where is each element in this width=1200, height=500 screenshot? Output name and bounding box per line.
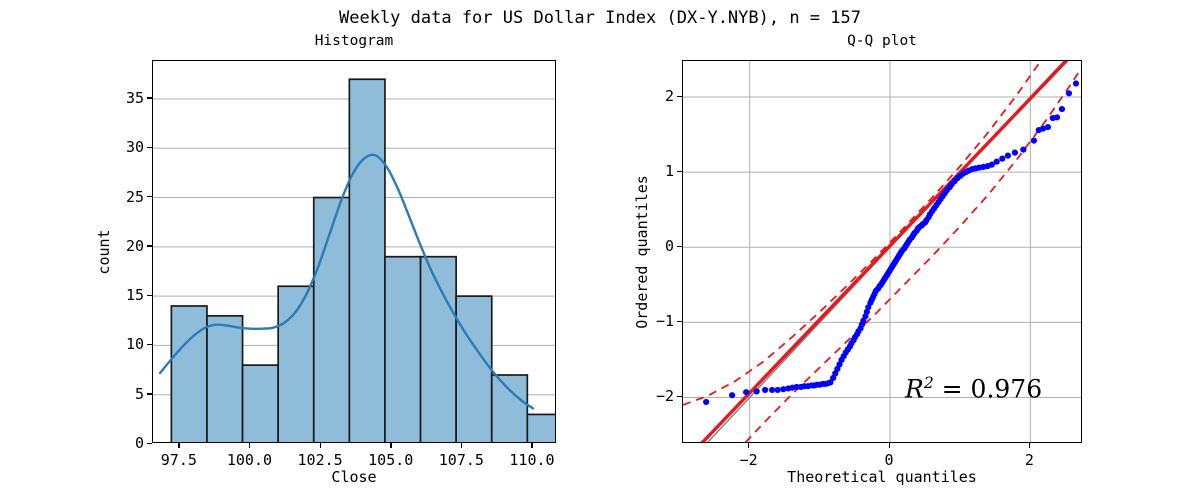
histogram-y-tick-label: 15 — [125, 286, 144, 305]
qq-x-tick-label: −2 — [739, 451, 758, 469]
qq-x-tick-mark — [1028, 443, 1031, 448]
histogram-y-tick-label: 10 — [125, 335, 144, 354]
qq-data-point — [774, 386, 781, 394]
qq-data-point — [729, 392, 736, 399]
histogram-y-tick-label: 0 — [134, 434, 144, 452]
histogram-bar — [170, 305, 208, 442]
qq-data-point — [1044, 123, 1052, 131]
r-symbol: R — [905, 374, 924, 404]
histogram-x-axis-label: Close — [331, 468, 377, 486]
qq-plot-title: Q-Q plot — [847, 33, 917, 49]
histogram-x-tick-mark — [248, 443, 251, 448]
qq-data-point — [1030, 137, 1037, 144]
histogram-y-tick-mark — [147, 245, 152, 247]
r-squared-value: = 0.976 — [933, 374, 1043, 404]
histogram-bar — [348, 78, 386, 442]
histogram-y-tick-mark — [147, 343, 152, 346]
qq-y-axis-label: Ordered quantiles — [633, 174, 651, 329]
histogram-y-tick-label: 25 — [125, 187, 144, 206]
histogram-x-tick-label: 107.5 — [438, 451, 484, 469]
histogram-x-tick-label: 102.5 — [297, 451, 343, 469]
qq-data-point — [753, 388, 760, 395]
qq-y-tick-label: 0 — [664, 237, 674, 256]
qq-ci-upper-band — [683, 61, 1042, 406]
histogram-y-tick-mark — [147, 294, 152, 296]
histogram-bar — [384, 255, 422, 442]
qq-data-point — [999, 155, 1006, 162]
qq-r-squared-annotation: R2 = 0.976 — [905, 374, 1042, 403]
figure-suptitle: Weekly data for US Dollar Index (DX-Y.NY… — [339, 8, 861, 28]
histogram-y-tick-label: 20 — [125, 236, 144, 255]
qq-data-point — [769, 386, 776, 394]
histogram-y-axis-label: count — [95, 228, 113, 275]
qq-y-tick-label: 2 — [664, 87, 674, 106]
qq-data-point — [703, 398, 710, 406]
histogram-bar — [455, 295, 493, 442]
histogram-bar — [312, 196, 351, 442]
qq-y-tick-mark — [677, 170, 682, 172]
qq-y-tick-mark — [677, 245, 682, 248]
histogram-plot-area — [152, 60, 556, 443]
qq-x-tick-mark — [888, 443, 890, 448]
histogram-title: Histogram — [314, 33, 394, 49]
histogram-x-tick-label: 97.5 — [160, 451, 197, 469]
histogram-kde-curve — [158, 153, 535, 410]
histogram-svg — [153, 78, 555, 442]
qq-data-point — [762, 386, 769, 394]
histogram-y-tick-mark — [147, 97, 152, 99]
histogram-y-tick-label: 30 — [125, 138, 144, 157]
qq-y-tick-mark — [677, 320, 682, 323]
qq-data-point — [780, 386, 787, 393]
qq-data-point — [1004, 152, 1012, 159]
histogram-x-tick-label: 110.0 — [509, 451, 555, 469]
qq-plot-area — [682, 60, 1082, 443]
qq-x-tick-mark — [748, 443, 750, 448]
qq-data-point — [1058, 105, 1066, 113]
histogram-y-tick-label: 35 — [125, 88, 144, 107]
qq-data-point — [827, 379, 834, 386]
qq-y-tick-label: −2 — [655, 387, 674, 406]
histogram-y-tick-mark — [147, 442, 152, 444]
histogram-x-tick-mark — [531, 443, 533, 448]
histogram-x-tick-label: 100.0 — [226, 451, 273, 469]
histogram-x-tick-mark — [178, 443, 180, 448]
qq-data-point — [1072, 80, 1080, 87]
histogram-x-tick-mark — [460, 443, 463, 448]
histogram-y-tick-mark — [147, 196, 152, 198]
histogram-y-tick-mark — [147, 146, 152, 149]
qq-x-tick-label: 2 — [1024, 451, 1034, 469]
qq-data-point — [993, 158, 1000, 165]
histogram-x-tick-mark — [319, 443, 321, 448]
qq-x-axis-label: Theoretical quantiles — [787, 468, 977, 486]
qq-y-tick-label: −1 — [655, 312, 674, 331]
histogram-y-tick-label: 5 — [134, 384, 144, 403]
qq-data-point — [988, 161, 995, 168]
histogram-y-tick-mark — [147, 393, 152, 395]
qq-y-tick-mark — [677, 95, 682, 97]
histogram-bar — [241, 364, 280, 442]
histogram-x-tick-label: 105.0 — [368, 451, 414, 469]
qq-data-point — [1020, 146, 1027, 153]
histogram-bar — [206, 314, 244, 442]
qq-y-tick-mark — [677, 395, 682, 398]
qq-data-point — [1053, 114, 1061, 121]
r-squared-exponent: 2 — [923, 374, 934, 392]
qq-data-point — [1039, 125, 1047, 132]
qq-plot-svg — [683, 61, 1081, 442]
qq-y-tick-label: 1 — [664, 162, 674, 181]
qq-data-point — [1065, 90, 1073, 97]
qq-x-tick-label: 0 — [884, 451, 894, 469]
qq-fit-line — [700, 61, 1069, 442]
histogram-x-tick-mark — [390, 443, 392, 448]
histogram-bar — [526, 413, 555, 442]
qq-data-point — [743, 389, 750, 396]
qq-ci-lower-band — [744, 66, 1081, 442]
qq-data-point — [1011, 149, 1019, 156]
histogram-bar — [490, 374, 529, 442]
